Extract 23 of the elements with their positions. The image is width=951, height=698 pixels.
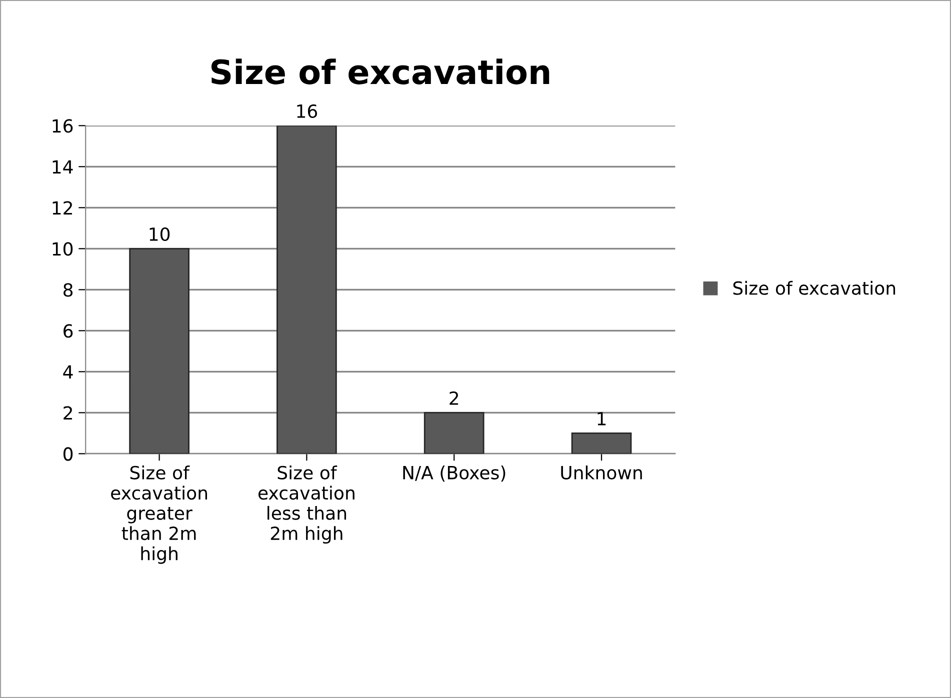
y-tick-label: 0 bbox=[63, 447, 73, 461]
x-tick-label: Unknown bbox=[561, 466, 642, 480]
x-tick-label: Size of excavation greater than 2m high bbox=[111, 466, 207, 564]
bar bbox=[424, 412, 484, 454]
x-tick-label: Size of excavation less than 2m high bbox=[258, 466, 354, 544]
y-tick-label: 4 bbox=[63, 365, 73, 379]
bar bbox=[129, 248, 190, 454]
y-tick-label: 12 bbox=[52, 201, 72, 215]
y-tick-label: 8 bbox=[64, 283, 73, 297]
y-tick-label: 2 bbox=[64, 406, 72, 420]
y-tick-label: 16 bbox=[52, 119, 73, 133]
bar bbox=[571, 432, 632, 454]
x-tick-label: N/A (Boxes) bbox=[403, 466, 506, 482]
data-label: 16 bbox=[297, 104, 318, 118]
data-label: 2 bbox=[450, 391, 458, 405]
data-label: 10 bbox=[150, 227, 170, 241]
bar bbox=[276, 126, 337, 454]
chart-title: Size of excavation bbox=[211, 58, 550, 84]
y-tick-label: 14 bbox=[52, 160, 73, 174]
legend-label: Size of excavation bbox=[733, 280, 896, 295]
y-tick-label: 10 bbox=[52, 242, 73, 256]
y-tick-label: 6 bbox=[64, 324, 73, 338]
data-label: 1 bbox=[598, 412, 606, 426]
